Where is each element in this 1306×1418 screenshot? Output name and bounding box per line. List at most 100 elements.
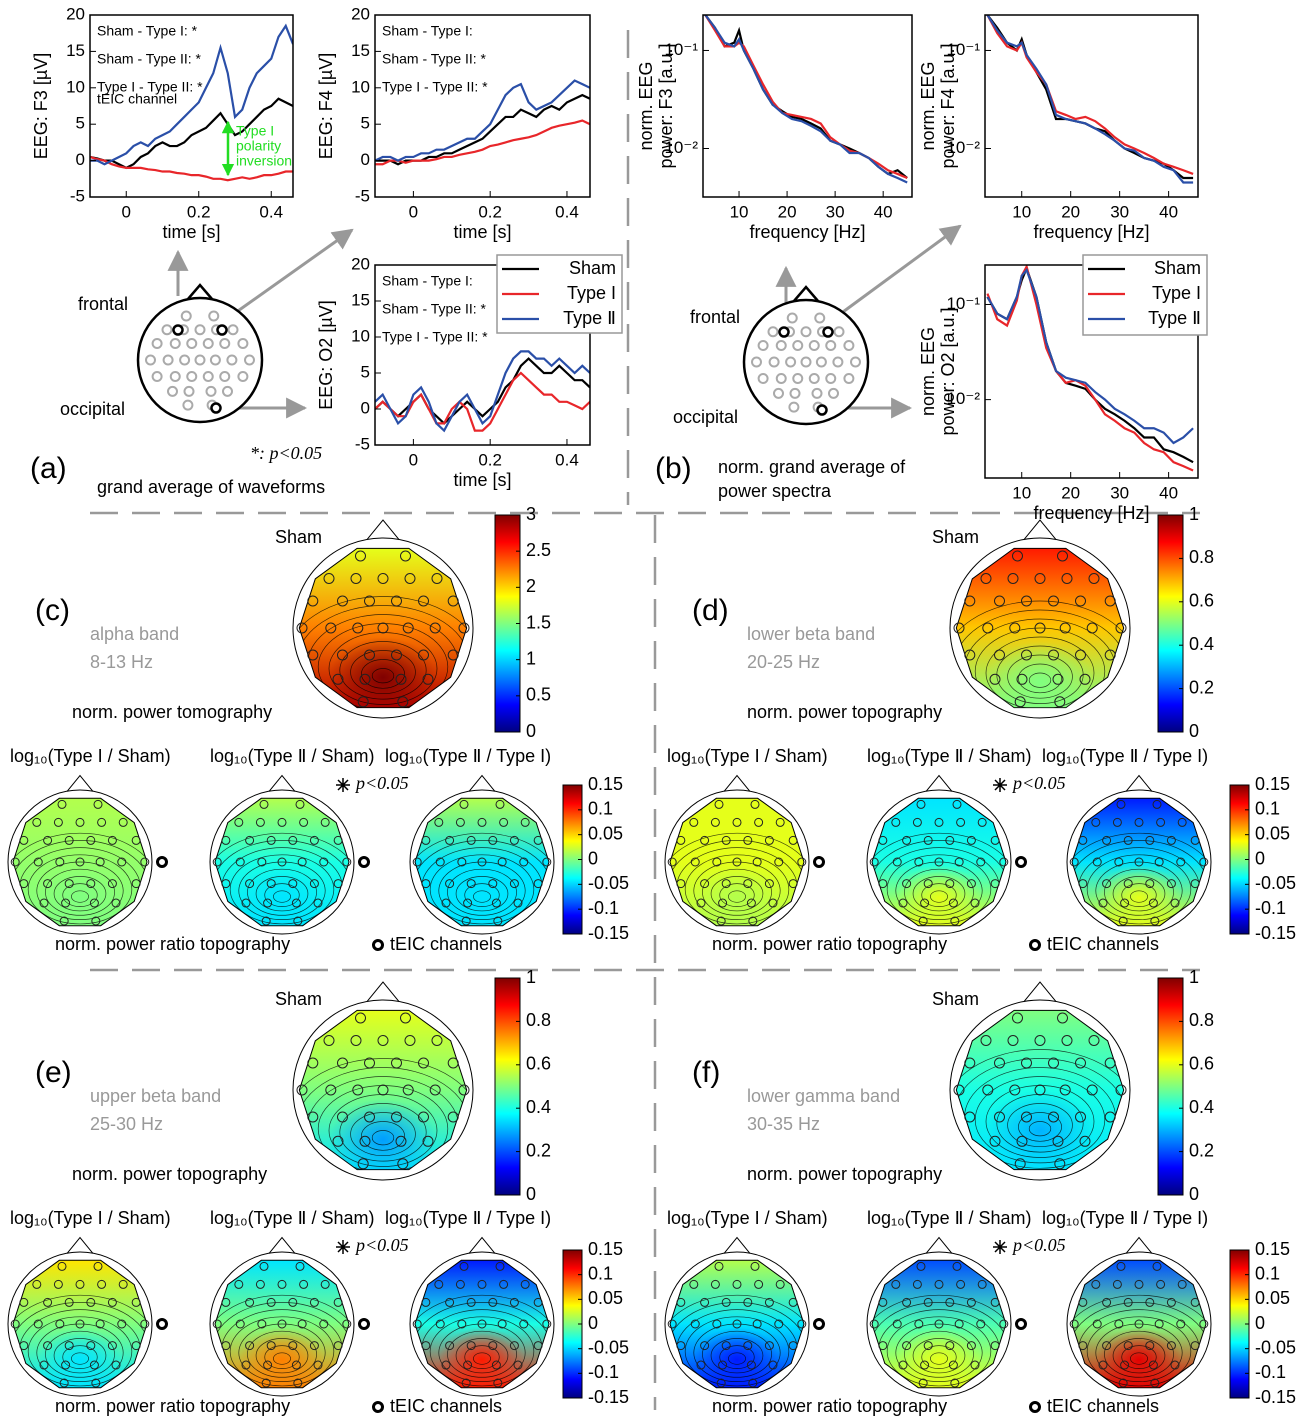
electrode [319, 857, 329, 867]
electrode [1052, 673, 1064, 685]
electrode [1150, 916, 1160, 926]
series-line [375, 93, 590, 166]
electrode [1148, 898, 1158, 908]
y-axis-label: EEG: F3 [µV] [31, 53, 51, 159]
contour [350, 650, 416, 695]
electrode [221, 1297, 231, 1307]
electrode [1170, 1360, 1180, 1370]
electrode [431, 573, 443, 584]
contour [62, 1345, 98, 1369]
electrode [297, 857, 307, 867]
colorbar-tick-label: -0.1 [588, 898, 619, 918]
electrode [950, 1378, 960, 1388]
colorbar-tick-label: 0.1 [588, 799, 613, 819]
band-name: lower beta band [747, 624, 875, 644]
electrode [1007, 1035, 1019, 1046]
caption: frontal [78, 294, 128, 314]
electrode [1021, 649, 1032, 661]
electrode [10, 857, 20, 867]
electrode [892, 857, 902, 867]
series-line [90, 155, 293, 182]
x-tick-label: 0.2 [478, 450, 502, 469]
contour [684, 1316, 790, 1387]
caption: (b) [655, 452, 692, 485]
axes-frame [89, 14, 294, 198]
topo-blob-fill [438, 865, 526, 926]
electrode [690, 1319, 700, 1329]
electrode [764, 879, 774, 889]
y-tick-label: 5 [361, 362, 370, 381]
contour [415, 1302, 549, 1388]
head-outline [1066, 1251, 1212, 1397]
head-outline [742, 298, 870, 426]
panel-label: (c) [35, 594, 70, 627]
contour [1086, 1316, 1192, 1387]
electrode [377, 1035, 389, 1046]
electrode [1134, 1319, 1144, 1329]
electrode [257, 1319, 267, 1329]
electrode [161, 324, 173, 336]
nose [66, 774, 94, 792]
electrode [1079, 1135, 1091, 1147]
electrode [916, 799, 926, 809]
electrode [902, 1297, 912, 1307]
electrode [86, 879, 96, 889]
electrode [447, 1057, 459, 1069]
nose [723, 1236, 751, 1254]
electrode [447, 1111, 459, 1123]
contour [473, 1352, 491, 1365]
electrode [976, 1319, 986, 1329]
electrode [825, 340, 837, 351]
legend-label: Type I [567, 283, 616, 303]
colorbar-tick-label: 0.2 [526, 1140, 551, 1160]
electrode [1118, 1378, 1128, 1388]
electrode [266, 1297, 276, 1307]
y-tick-label: -5 [355, 434, 370, 453]
electrode [850, 356, 861, 368]
electrode [205, 385, 217, 397]
electrode [1009, 622, 1021, 634]
electrode [33, 1319, 43, 1329]
contour [1028, 672, 1052, 688]
electrode [332, 673, 344, 685]
electrode [1086, 1084, 1098, 1096]
ratio-title: log₁₀(Type Ⅱ / Sham) [210, 1208, 374, 1228]
electrode [721, 835, 731, 845]
electrode [966, 835, 976, 845]
electrode [1134, 857, 1144, 867]
contour [36, 1323, 124, 1382]
colorbar-tick-label: 0.4 [526, 1097, 551, 1117]
electrode [86, 835, 96, 845]
electrode [364, 1111, 375, 1123]
electrode [323, 573, 335, 584]
electrode [397, 1158, 409, 1170]
contour [247, 868, 317, 916]
contour [299, 1067, 467, 1170]
electrode [350, 573, 362, 584]
topo-contours [872, 832, 1006, 926]
electrode [32, 817, 42, 827]
electrode [212, 1319, 222, 1329]
electrode [1134, 817, 1144, 827]
electrode [266, 835, 276, 845]
electrode [55, 1319, 65, 1329]
electrode [920, 1360, 930, 1370]
electrode [342, 1319, 352, 1329]
contour [215, 1302, 349, 1388]
electrode [1059, 1084, 1071, 1096]
electrode [1145, 835, 1155, 845]
electrode [994, 1057, 1005, 1069]
colorbar-tick-label: 0 [526, 1184, 536, 1204]
electrode [533, 1341, 543, 1351]
electrode [234, 817, 244, 827]
reference-label: Sham [932, 989, 979, 1009]
colorbar-tick-label: 0 [526, 721, 536, 741]
electrode [1034, 1084, 1046, 1096]
topo-blob-fill [36, 865, 124, 926]
electrode [1190, 1341, 1200, 1351]
head-outline [409, 789, 555, 935]
topo-blob-fill [329, 1099, 437, 1170]
selected-electrode [778, 326, 790, 338]
electrode [1114, 1319, 1124, 1329]
electrode [234, 1279, 244, 1289]
